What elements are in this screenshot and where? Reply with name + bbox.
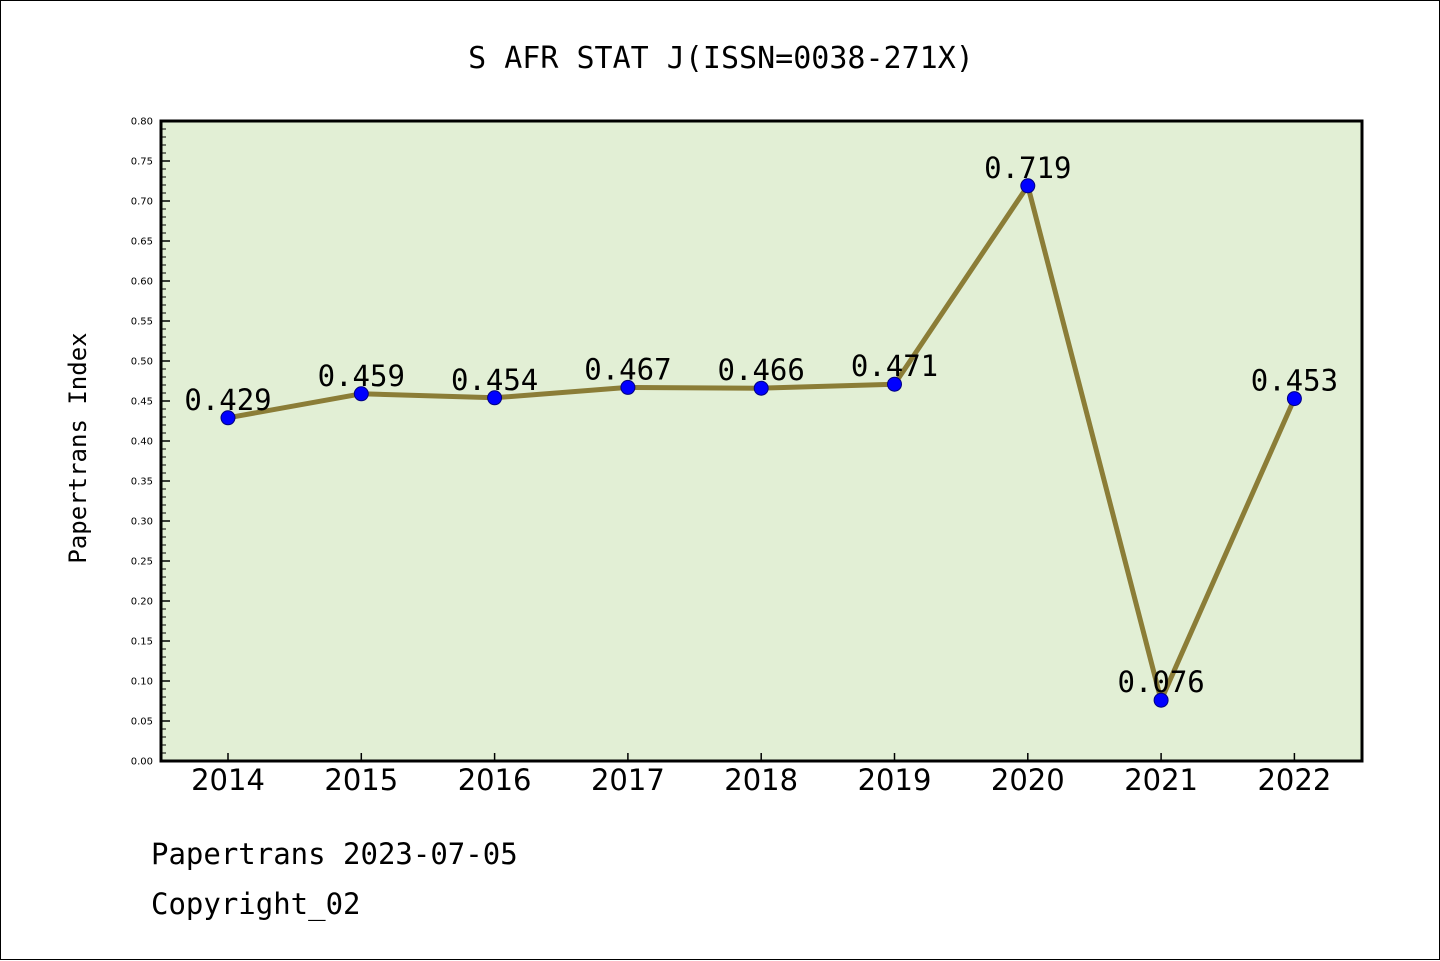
y-tick-label: 0.70 bbox=[131, 197, 153, 208]
data-label: 0.719 bbox=[984, 151, 1071, 185]
data-points bbox=[220, 178, 1302, 708]
x-tick-label: 2014 bbox=[191, 763, 265, 797]
chart-title: S AFR STAT J(ISSN=0038-271X) bbox=[468, 41, 974, 76]
footer-copyright: Copyright_02 bbox=[151, 887, 361, 921]
x-tick-label: 2019 bbox=[858, 763, 932, 797]
data-label: 0.466 bbox=[718, 353, 805, 387]
footer-date: Papertrans 2023-07-05 bbox=[151, 837, 518, 871]
y-tick-label: 0.05 bbox=[131, 717, 153, 728]
data-point bbox=[487, 390, 503, 406]
data-point bbox=[620, 379, 636, 395]
data-point bbox=[1020, 178, 1036, 194]
x-tick-label: 2018 bbox=[724, 763, 798, 797]
y-tick-label: 0.20 bbox=[131, 597, 153, 608]
data-label: 0.467 bbox=[584, 352, 671, 386]
y-tick-label: 0.35 bbox=[131, 477, 153, 488]
data-label: 0.459 bbox=[318, 359, 405, 393]
y-tick-label: 0.25 bbox=[131, 557, 153, 568]
x-axis: 2014 2015 2016 2017 2018 2019 2020 2021 2022 bbox=[191, 753, 1331, 797]
data-label: 0.429 bbox=[184, 383, 271, 417]
data-point bbox=[353, 386, 369, 402]
data-point bbox=[1286, 391, 1302, 407]
x-tick-label: 2020 bbox=[991, 763, 1065, 797]
y-tick-label: 0.75 bbox=[131, 157, 153, 168]
data-point bbox=[753, 380, 769, 396]
data-label: 0.076 bbox=[1117, 665, 1204, 699]
data-point bbox=[887, 376, 902, 392]
data-point bbox=[220, 410, 236, 426]
y-tick-label: 0.00 bbox=[131, 757, 153, 768]
data-point bbox=[1153, 692, 1169, 708]
y-tick-label: 0.60 bbox=[131, 277, 153, 288]
data-label: 0.471 bbox=[851, 349, 938, 383]
y-tick-label: 0.80 bbox=[131, 117, 153, 128]
x-tick-label: 2016 bbox=[458, 763, 532, 797]
data-label: 0.453 bbox=[1251, 364, 1338, 398]
x-tick-label: 2015 bbox=[324, 763, 398, 797]
data-label: 0.454 bbox=[451, 363, 538, 397]
y-tick-label: 0.50 bbox=[131, 357, 153, 368]
plot-border bbox=[159, 119, 1364, 763]
x-tick-label: 2022 bbox=[1257, 763, 1331, 797]
y-axis: 0.00 0.05 0.10 0.15 0.20 0.25 0.30 0.35 0.40 0.45… bbox=[131, 117, 170, 768]
y-axis-label: Papertrans Index bbox=[64, 332, 92, 563]
y-tick-label: 0.65 bbox=[131, 237, 153, 248]
y-tick-label: 0.30 bbox=[131, 517, 153, 528]
plot-area bbox=[161, 121, 1362, 761]
data-labels: 0.429 0.459 0.454 0.467 0.466 0.471 0.719 0.076… bbox=[184, 151, 1338, 699]
y-tick-label: 0.15 bbox=[131, 637, 153, 648]
y-tick-label: 0.40 bbox=[131, 437, 153, 448]
y-tick-label: 0.45 bbox=[131, 397, 153, 408]
x-tick-label: 2021 bbox=[1124, 763, 1198, 797]
y-tick-label: 0.10 bbox=[131, 677, 153, 688]
x-tick-label: 2017 bbox=[591, 763, 665, 797]
y-tick-label: 0.55 bbox=[131, 317, 153, 328]
